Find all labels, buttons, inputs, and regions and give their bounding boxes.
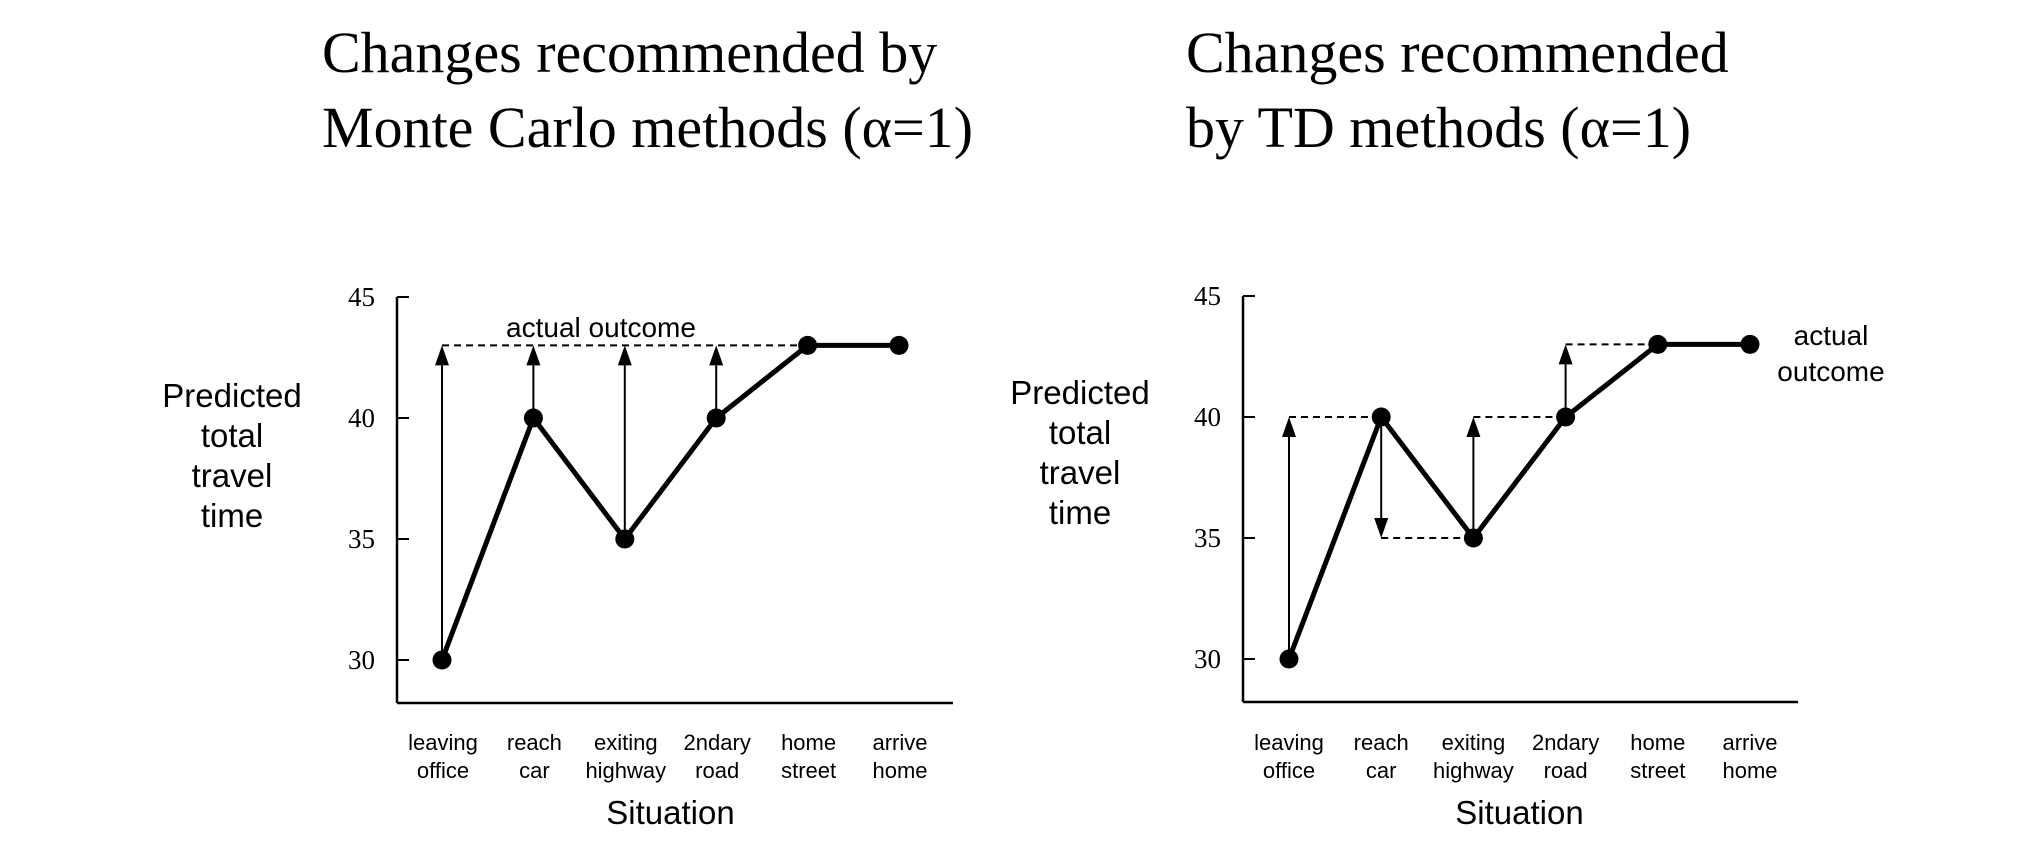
- data-point: [1556, 407, 1576, 427]
- y-axis-label-line: total: [201, 417, 263, 454]
- x-tick-labels: leaving office reach car exiting highway 2ndar…: [408, 730, 927, 783]
- data-point: [1463, 528, 1483, 548]
- y-ticks: 30 35 40 45: [1194, 281, 1255, 674]
- data-point: [432, 650, 452, 670]
- arrow-head: [617, 345, 632, 366]
- data-point: [1279, 649, 1299, 669]
- y-tick-label: 40: [1194, 402, 1221, 432]
- arrow-head: [435, 345, 449, 366]
- dashed-lines: [1289, 343, 1658, 539]
- x-tick-label: exiting: [1442, 730, 1506, 755]
- data-point: [615, 529, 635, 549]
- y-axis-label-line: total: [1049, 414, 1111, 451]
- x-tick-label: road: [695, 758, 739, 783]
- data-point: [1740, 334, 1760, 354]
- x-tick-label: home: [781, 730, 836, 755]
- actual-outcome-annotation: actual outcome: [1777, 320, 1884, 387]
- x-tick-label: office: [417, 758, 469, 783]
- annotation-text: actual outcome: [506, 312, 696, 343]
- x-tick-label: reach: [507, 730, 562, 755]
- monte-carlo-chart: Changes recommended by Monte Carlo metho…: [162, 20, 973, 831]
- x-tick-label: 2ndary: [684, 730, 751, 755]
- data-point: [1371, 407, 1391, 427]
- y-axis-label-line: Predicted: [1010, 374, 1149, 411]
- y-axis-label-line: travel: [1040, 454, 1121, 491]
- x-axis-label: Situation: [1455, 794, 1583, 831]
- data-point: [523, 408, 543, 428]
- y-tick-label: 45: [1194, 281, 1221, 311]
- x-tick-label: arrive: [1722, 730, 1777, 755]
- x-tick-label: reach: [1354, 730, 1409, 755]
- arrow-head: [1466, 417, 1481, 437]
- arrow-head: [526, 345, 541, 366]
- x-tick-label: home: [1630, 730, 1685, 755]
- chart-title-line-2: Monte Carlo methods (α=1): [322, 95, 973, 160]
- arrow-head: [1374, 518, 1389, 538]
- x-tick-label: highway: [585, 758, 666, 783]
- y-axis-label-line: Predicted: [162, 377, 301, 414]
- y-axis-label-line: time: [1049, 494, 1111, 531]
- arrow-head: [1282, 417, 1296, 437]
- y-tick-label: 35: [1194, 523, 1221, 553]
- actual-outcome-annotation: actual outcome: [506, 312, 696, 343]
- x-tick-label: exiting: [594, 730, 658, 755]
- td-chart: Changes recommended by TD methods (α=1) …: [1010, 20, 1884, 831]
- prediction-series: [1279, 334, 1760, 669]
- y-axis-label-line: travel: [192, 457, 273, 494]
- y-ticks: 30 35 40 45: [348, 282, 409, 675]
- data-point: [1648, 334, 1668, 354]
- x-tick-label: home: [872, 758, 927, 783]
- chart-axes: [1241, 296, 1798, 704]
- x-axis-label: Situation: [606, 794, 734, 831]
- y-tick-label: 30: [1194, 644, 1221, 674]
- y-tick-label: 45: [348, 282, 375, 312]
- data-point: [889, 335, 909, 355]
- x-tick-label: arrive: [872, 730, 927, 755]
- prediction-series: [432, 335, 909, 670]
- x-tick-label: road: [1544, 758, 1588, 783]
- y-tick-label: 40: [348, 403, 375, 433]
- chart-title-line-1: Changes recommended: [1186, 20, 1729, 85]
- arrows: [435, 345, 724, 660]
- x-tick-label: car: [519, 758, 550, 783]
- x-tick-label: home: [1722, 758, 1777, 783]
- series-line: [1286, 341, 1750, 660]
- x-tick-label: street: [1630, 758, 1685, 783]
- chart-axes: [395, 297, 953, 705]
- data-point: [706, 408, 726, 428]
- annotation-text: actual: [1794, 320, 1869, 351]
- arrow-head: [1558, 344, 1573, 365]
- x-tick-label: 2ndary: [1532, 730, 1599, 755]
- y-tick-label: 30: [348, 645, 375, 675]
- x-tick-label: highway: [1433, 758, 1514, 783]
- x-tick-label: car: [1366, 758, 1397, 783]
- y-axis-label-line: time: [201, 497, 263, 534]
- y-tick-label: 35: [348, 524, 375, 554]
- arrow-head: [709, 345, 724, 366]
- data-point: [798, 335, 818, 355]
- x-tick-label: leaving: [408, 730, 478, 755]
- annotation-text: outcome: [1777, 356, 1884, 387]
- x-tick-label: leaving: [1254, 730, 1324, 755]
- x-tick-label: street: [781, 758, 836, 783]
- chart-title-line-2: by TD methods (α=1): [1186, 95, 1691, 160]
- x-tick-label: office: [1263, 758, 1315, 783]
- x-tick-labels: leaving office reach car exiting highway 2ndar…: [1254, 730, 1777, 783]
- series-line: [439, 342, 899, 661]
- arrows: [1282, 344, 1573, 659]
- chart-title-line-1: Changes recommended by: [322, 20, 937, 85]
